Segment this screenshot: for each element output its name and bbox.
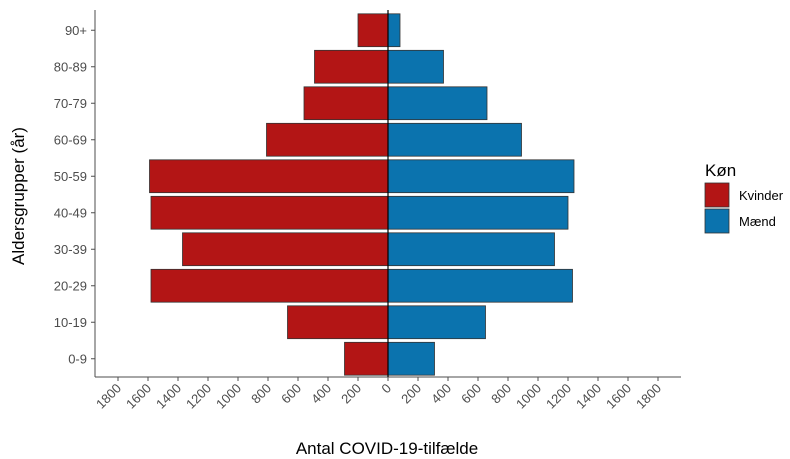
bar-maend-70-79 bbox=[387, 86, 488, 121]
bar-maend-10-19 bbox=[387, 305, 486, 340]
y-tick-label: 80-89 bbox=[54, 59, 87, 74]
y-tick-label: 30-39 bbox=[54, 242, 87, 257]
axes-group bbox=[94, 10, 681, 378]
x-tick-label: 1000 bbox=[513, 381, 544, 412]
bar-maend-50-59 bbox=[387, 159, 575, 194]
bars-group bbox=[149, 13, 575, 376]
x-tick-label: 1600 bbox=[123, 381, 154, 412]
x-tick-label: 800 bbox=[248, 381, 274, 407]
legend: Køn Kvinder Mænd bbox=[704, 161, 784, 234]
y-tick-label: 10-19 bbox=[54, 315, 87, 330]
bar-kvinder-20-29 bbox=[150, 268, 389, 303]
x-tick-label: 0 bbox=[378, 381, 394, 397]
bar-maend-90plus bbox=[387, 13, 401, 48]
legend-swatch-maend bbox=[704, 208, 730, 234]
bar-maend-0-9 bbox=[387, 341, 435, 376]
x-tick-label: 400 bbox=[428, 381, 454, 407]
legend-title: Køn bbox=[705, 161, 736, 180]
y-axis-title: Aldersgrupper (år) bbox=[9, 127, 28, 265]
x-axis-title: Antal COVID-19-tilfælde bbox=[296, 439, 478, 458]
bar-kvinder-80-89 bbox=[314, 49, 389, 84]
x-tick-label: 800 bbox=[488, 381, 514, 407]
bar-kvinder-10-19 bbox=[287, 305, 389, 340]
y-tick-label: 0-9 bbox=[68, 351, 87, 366]
bar-maend-30-39 bbox=[387, 232, 555, 267]
bar-maend-40-49 bbox=[387, 195, 569, 230]
x-tick-label: 1000 bbox=[213, 381, 244, 412]
x-tick-label: 1200 bbox=[183, 381, 214, 412]
x-tick-label: 1400 bbox=[153, 381, 184, 412]
x-tick-label: 200 bbox=[338, 381, 364, 407]
y-tick-label: 70-79 bbox=[54, 96, 87, 111]
legend-swatch-kvinder bbox=[704, 182, 730, 208]
bar-kvinder-70-79 bbox=[303, 86, 389, 121]
bar-kvinder-60-69 bbox=[266, 122, 389, 157]
y-tick-label: 20-29 bbox=[54, 278, 87, 293]
bar-kvinder-30-39 bbox=[182, 232, 389, 267]
y-tick-label: 60-69 bbox=[54, 132, 87, 147]
x-tick-label: 400 bbox=[308, 381, 334, 407]
x-tick-label: 1400 bbox=[573, 381, 604, 412]
bar-kvinder-0-9 bbox=[344, 341, 389, 376]
x-tick-label: 600 bbox=[278, 381, 304, 407]
x-tick-label: 200 bbox=[398, 381, 424, 407]
x-tick-label: 1800 bbox=[93, 381, 124, 412]
bar-maend-60-69 bbox=[387, 122, 522, 157]
bar-maend-20-29 bbox=[387, 268, 573, 303]
y-tick-label: 50-59 bbox=[54, 169, 87, 184]
bar-kvinder-90plus bbox=[357, 13, 389, 48]
x-tick-label: 1800 bbox=[633, 381, 664, 412]
y-tick-label: 90+ bbox=[65, 23, 87, 38]
x-tick-label: 1200 bbox=[543, 381, 574, 412]
y-ticks-group: 0-9 10-19 20-29 30-39 40-49 50-59 60-69 70-79 80… bbox=[54, 23, 95, 366]
bar-maend-80-89 bbox=[387, 49, 444, 84]
x-tick-label: 600 bbox=[458, 381, 484, 407]
y-tick-label: 40-49 bbox=[54, 205, 87, 220]
bar-kvinder-40-49 bbox=[150, 195, 389, 230]
bar-kvinder-50-59 bbox=[149, 159, 389, 194]
legend-label-maend: Mænd bbox=[739, 214, 776, 229]
x-tick-label: 1600 bbox=[603, 381, 634, 412]
legend-label-kvinder: Kvinder bbox=[739, 188, 784, 203]
